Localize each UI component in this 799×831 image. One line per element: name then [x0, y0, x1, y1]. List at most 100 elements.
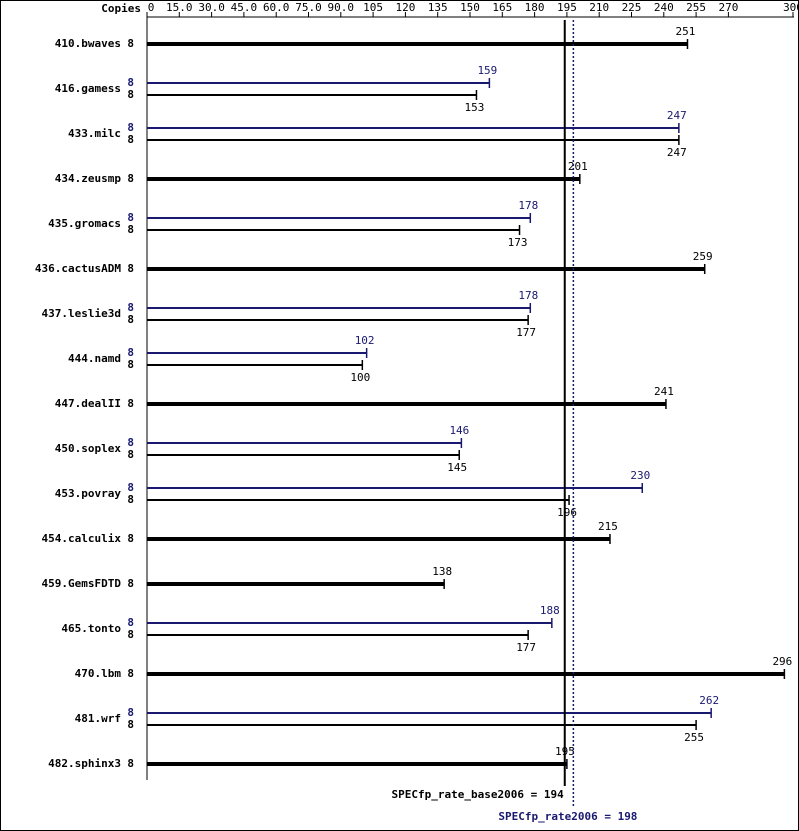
x-tick-label: 135 — [428, 1, 448, 14]
copies: 8 — [127, 397, 134, 410]
x-tick-label: 270 — [718, 1, 738, 14]
bar — [147, 487, 643, 489]
x-tick-label: 165 — [492, 1, 512, 14]
value-label: 201 — [568, 160, 588, 173]
benchmark-name: 453.povray — [55, 487, 122, 500]
value-label: 255 — [684, 731, 704, 744]
x-tick-label: 0 — [148, 1, 155, 14]
benchmark-name: 481.wrf — [75, 712, 121, 725]
bar — [147, 319, 529, 321]
value-label: 247 — [667, 146, 687, 159]
x-tick-label: 90.0 — [328, 1, 355, 14]
copies: 8 — [127, 313, 134, 326]
value-label: 145 — [447, 461, 467, 474]
value-label: 247 — [667, 109, 687, 122]
copies: 8 — [127, 37, 134, 50]
x-tick-label: 225 — [622, 1, 642, 14]
benchmark-name: 416.gamess — [55, 82, 121, 95]
copies: 8 — [127, 481, 134, 494]
copies: 8 — [127, 706, 134, 719]
value-label: 146 — [449, 424, 469, 437]
bar — [147, 499, 570, 501]
x-tick-label: 60.0 — [263, 1, 290, 14]
value-label: 102 — [355, 334, 375, 347]
x-tick-label: 300 — [783, 1, 799, 14]
copies: 8 — [127, 667, 134, 680]
benchmark-name: 450.soplex — [55, 442, 122, 455]
value-label: 251 — [676, 25, 696, 38]
bar — [147, 364, 363, 366]
reference-label: SPECfp_rate2006 = 198 — [498, 810, 637, 823]
benchmark-name: 410.bwaves — [55, 37, 121, 50]
benchmark-name: 470.lbm — [75, 667, 122, 680]
copies: 8 — [127, 223, 134, 236]
bar — [147, 622, 552, 624]
copies: 8 — [127, 628, 134, 641]
copies: 8 — [127, 346, 134, 359]
bar — [147, 127, 679, 129]
copies-header: Copies — [101, 2, 141, 15]
benchmark-name: 435.gromacs — [48, 217, 121, 230]
bar — [147, 267, 705, 271]
x-tick-label: 255 — [686, 1, 706, 14]
x-tick-label: 120 — [395, 1, 415, 14]
bar — [147, 672, 785, 676]
bar — [147, 582, 445, 586]
copies: 8 — [127, 757, 134, 770]
x-tick-label: 195 — [557, 1, 577, 14]
value-label: 259 — [693, 250, 713, 263]
copies: 8 — [127, 532, 134, 545]
benchmark-name: 482.sphinx3 — [48, 757, 121, 770]
value-label: 138 — [432, 565, 452, 578]
benchmark-name: 465.tonto — [61, 622, 121, 635]
benchmark-name: 444.namd — [68, 352, 121, 365]
benchmark-name: 433.milc — [68, 127, 121, 140]
value-label: 196 — [557, 506, 577, 519]
value-label: 178 — [518, 199, 538, 212]
copies: 8 — [127, 133, 134, 146]
bar — [147, 724, 697, 726]
bar — [147, 307, 531, 309]
x-tick-label: 105 — [363, 1, 383, 14]
bar — [147, 177, 580, 181]
value-label: 241 — [654, 385, 674, 398]
value-label: 177 — [516, 641, 536, 654]
bar — [147, 762, 567, 766]
copies: 8 — [127, 211, 134, 224]
copies: 8 — [127, 76, 134, 89]
bar — [147, 634, 529, 636]
value-label: 230 — [630, 469, 650, 482]
benchmark-name: 459.GemsFDTD — [42, 577, 122, 590]
copies: 8 — [127, 88, 134, 101]
copies: 8 — [127, 577, 134, 590]
x-tick-label: 240 — [654, 1, 674, 14]
value-label: 178 — [518, 289, 538, 302]
x-tick-label: 15.0 — [166, 1, 193, 14]
benchmark-name: 447.dealII — [55, 397, 121, 410]
bar — [147, 402, 666, 406]
value-label: 262 — [699, 694, 719, 707]
x-tick-label: 210 — [589, 1, 609, 14]
value-label: 159 — [477, 64, 497, 77]
copies: 8 — [127, 301, 134, 314]
benchmark-name: 437.leslie3d — [42, 307, 121, 320]
bar — [147, 454, 460, 456]
bar — [147, 442, 462, 444]
copies: 8 — [127, 493, 134, 506]
copies: 8 — [127, 718, 134, 731]
benchmark-name: 434.zeusmp — [55, 172, 122, 185]
bar — [147, 712, 712, 714]
copies: 8 — [127, 616, 134, 629]
value-label: 215 — [598, 520, 618, 533]
bar — [147, 139, 679, 141]
copies: 8 — [127, 448, 134, 461]
value-label: 153 — [465, 101, 485, 114]
copies: 8 — [127, 172, 134, 185]
bar — [147, 82, 490, 84]
bar — [147, 537, 610, 541]
bar — [147, 217, 531, 219]
bar — [147, 229, 520, 231]
copies: 8 — [127, 262, 134, 275]
value-label: 296 — [772, 655, 792, 668]
